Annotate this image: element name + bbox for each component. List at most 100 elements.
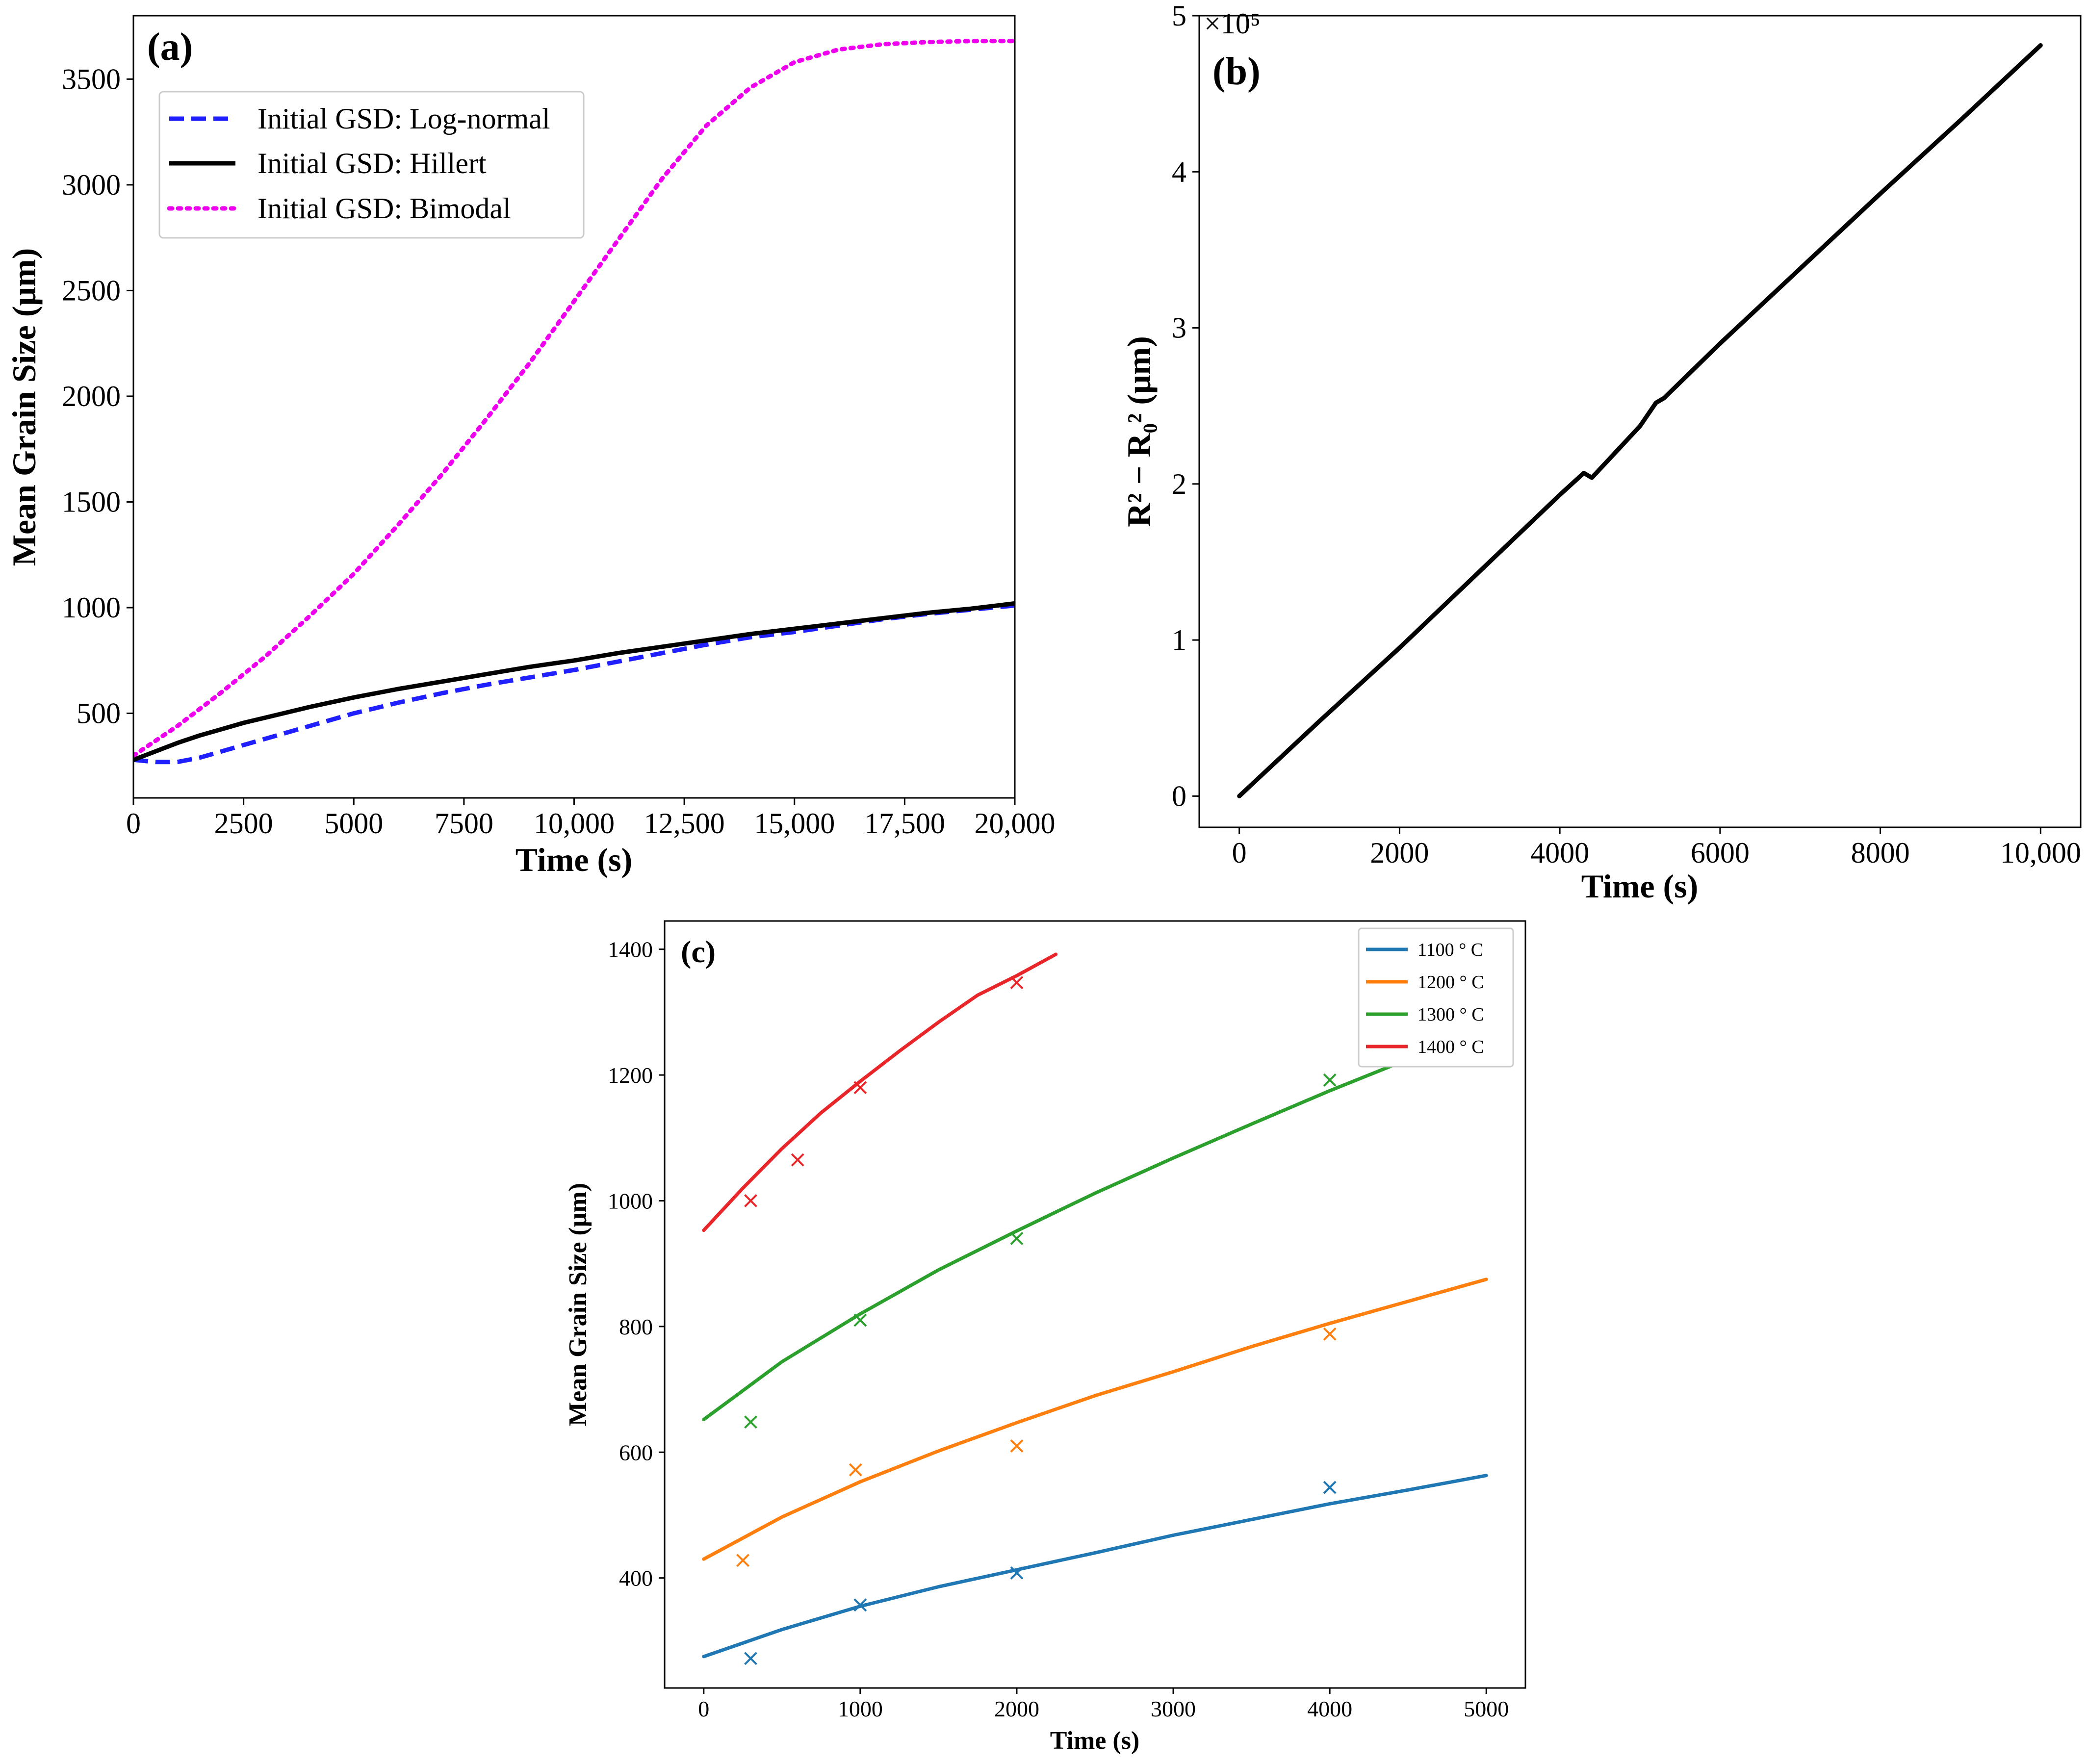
legend-label-log-normal: Initial GSD: Log-normal	[258, 102, 550, 135]
marker-stroke	[853, 1598, 867, 1612]
data-point-marker	[1010, 976, 1024, 990]
x-tick-label: 8000	[1851, 837, 1910, 869]
panel-c-axes-frame	[664, 920, 1526, 1689]
y-tick-label: 2	[1172, 468, 1186, 500]
y-tick-label: 400	[619, 1566, 653, 1591]
x-tick-label: 2000	[994, 1696, 1039, 1721]
x-tick-label: 15,000	[754, 807, 835, 840]
panel-b-plot-area	[1237, 43, 2043, 798]
x-tick-label: 20,000	[975, 807, 1056, 840]
legend-label-1400: 1400 ° C	[1418, 1037, 1484, 1057]
chart-panel-a: 0 2500 5000 7500 10,000 12,500 15,000 17,500 20,…	[5, 15, 1056, 878]
data-point-marker	[744, 1415, 757, 1429]
x-tick-label: 5000	[1464, 1696, 1509, 1721]
panel-b-y-ticks: 0 1 2 3 4 5	[1172, 0, 1199, 812]
data-point-marker	[736, 1554, 749, 1567]
marker-stroke	[853, 1081, 867, 1095]
x-tick-label: 2500	[214, 807, 273, 840]
data-point-marker	[1010, 1566, 1024, 1580]
data-point-marker	[1010, 1231, 1024, 1245]
marker-stroke	[744, 1652, 757, 1665]
panel-c-plot-area	[702, 952, 1488, 1665]
panel-c-legend-box	[1358, 927, 1514, 1068]
y-tick-label: 4	[1172, 155, 1186, 188]
data-point-marker	[1010, 1439, 1024, 1453]
legend-label-1100: 1100 ° C	[1418, 940, 1483, 960]
panel-c-x-ticks: 0 1000 2000 3000 4000 5000	[698, 1688, 1509, 1721]
marker-stroke	[791, 1153, 804, 1167]
data-point-marker	[1323, 1327, 1337, 1341]
marker-stroke	[744, 1194, 757, 1207]
x-tick-label: 10,000	[534, 807, 615, 840]
y-tick-label: 800	[619, 1314, 653, 1339]
y-tick-label: 1000	[62, 591, 121, 624]
y-tick-label: 600	[619, 1440, 653, 1465]
chart-panel-c: 0 1000 2000 3000 4000 5000 400 600 800 1000 1200 1…	[564, 920, 1526, 1755]
data-point-marker	[744, 1652, 757, 1665]
marker-stroke	[849, 1463, 862, 1477]
data-point-marker	[744, 1194, 757, 1207]
y-tick-label: 5	[1172, 0, 1186, 32]
series-line-1	[133, 603, 1015, 765]
y-tick-label: 3	[1172, 312, 1186, 344]
marker-stroke	[1323, 1073, 1337, 1087]
panel-b-x-axis-label: Time (s)	[1581, 868, 1699, 905]
panel-c-legend: 1100 ° C 1200 ° C 1300 ° C 1400 ° C	[1358, 927, 1514, 1068]
legend-label-1200: 1200 ° C	[1418, 972, 1484, 993]
y-tick-label: 1000	[608, 1188, 653, 1213]
data-point-marker	[791, 1153, 804, 1167]
marker-stroke	[1323, 1327, 1337, 1341]
legend-label-bimodal: Initial GSD: Bimodal	[258, 192, 511, 225]
series-line-1	[1237, 43, 2043, 798]
y-tick-label: 1	[1172, 624, 1186, 656]
data-point-marker	[1323, 1481, 1337, 1494]
marker-stroke	[1010, 1439, 1024, 1453]
panel-b-offset-label: ×10⁵	[1204, 7, 1261, 40]
x-tick-label: 5000	[324, 807, 383, 840]
panel-a-label: (a)	[147, 26, 193, 69]
x-tick-label: 10,000	[2000, 837, 2081, 869]
y-tick-label: 2500	[62, 274, 121, 307]
x-tick-label: 12,500	[644, 807, 725, 840]
panel-b-label: (b)	[1212, 50, 1261, 93]
panel-a-y-axis-label: Mean Grain Size (μm)	[5, 248, 43, 566]
x-tick-label: 0	[126, 807, 141, 840]
series-line-4	[702, 952, 1058, 1232]
marker-stroke	[1010, 976, 1024, 990]
data-point-marker	[1323, 1073, 1337, 1087]
y-tick-label: 500	[77, 697, 121, 730]
panel-a-x-axis-label: Time (s)	[516, 841, 633, 878]
panel-a-y-ticks: 500 1000 1500 2000 2500 3000 3500	[62, 63, 133, 730]
y-tick-label: 3000	[62, 169, 121, 201]
data-point-marker	[853, 1081, 867, 1095]
panel-b-x-ticks: 0 2000 4000 6000 8000 10,000	[1232, 827, 2081, 869]
x-tick-label: 0	[698, 1696, 709, 1721]
y-tick-label: 0	[1172, 780, 1186, 812]
legend-label-1300: 1300 ° C	[1418, 1004, 1484, 1025]
y-tick-label: 1200	[608, 1063, 653, 1088]
x-tick-label: 2000	[1370, 837, 1429, 869]
series-line-3	[133, 39, 1015, 758]
panel-a-legend-box	[158, 91, 585, 239]
panel-c-label: (c)	[681, 934, 716, 969]
panel-a-legend: Initial GSD: Log-normal Initial GSD: Hil…	[158, 91, 585, 239]
marker-stroke	[1010, 1566, 1024, 1580]
x-tick-label: 17,500	[864, 807, 945, 840]
x-tick-label: 4000	[1530, 837, 1589, 869]
marker-stroke	[1010, 1231, 1024, 1245]
series-line-2	[133, 601, 1015, 762]
data-point-marker	[849, 1463, 862, 1477]
marker-stroke	[736, 1554, 749, 1567]
x-tick-label: 0	[1232, 837, 1247, 869]
y-tick-label: 3500	[62, 63, 121, 95]
y-tick-label: 1400	[608, 937, 653, 962]
x-tick-label: 1000	[838, 1696, 883, 1721]
panel-a-plot-area	[133, 39, 1015, 765]
panel-c-y-axis-label: Mean Grain Size (μm)	[564, 1183, 592, 1426]
panel-c-x-axis-label: Time (s)	[1050, 1727, 1139, 1755]
x-tick-label: 4000	[1307, 1696, 1352, 1721]
data-point-marker	[853, 1598, 867, 1612]
y-tick-label: 1500	[62, 486, 121, 518]
